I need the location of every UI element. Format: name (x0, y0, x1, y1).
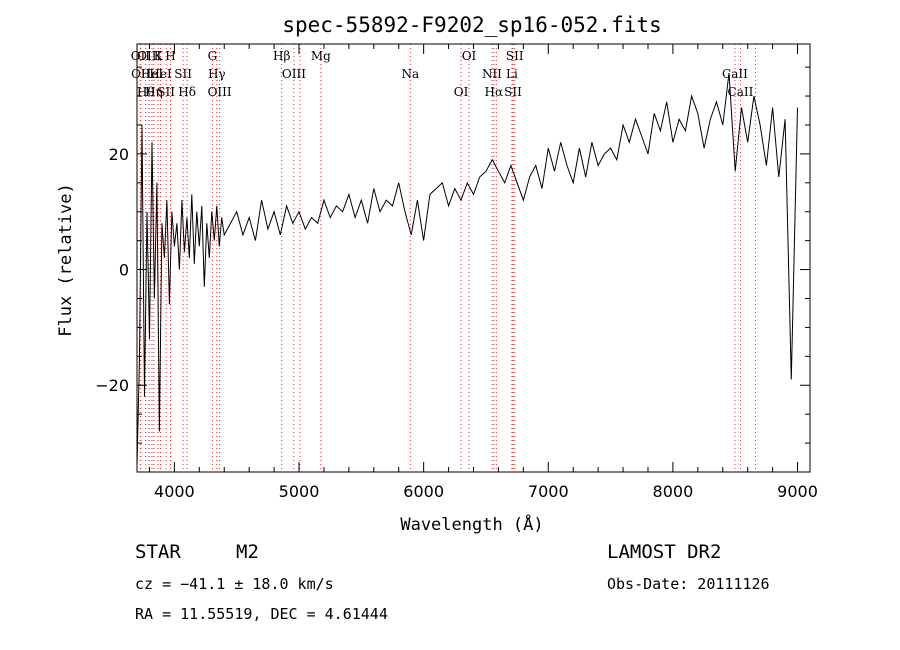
line-marker-label: HeI (149, 67, 172, 81)
line-marker-label: OIII (208, 85, 232, 99)
line-marker-label: Hδ (178, 85, 196, 99)
line-marker-label: CaII (722, 67, 748, 81)
x-tick-label: 9000 (777, 482, 818, 501)
line-marker-label: Hα (485, 85, 504, 99)
line-marker-label: OII (131, 67, 151, 81)
line-marker-label: G (208, 49, 218, 63)
line-marker-label: H (165, 49, 175, 63)
axis-tick-labels: 4000 5000 6000 7000 8000 9000 −20 0 20 (95, 145, 818, 501)
x-tick-label: 6000 (403, 482, 444, 501)
line-marker-label: CaII (728, 85, 754, 99)
line-marker-label: Hη (145, 85, 163, 99)
coordinates: RA = 11.55519, DEC = 4.61444 (135, 605, 388, 623)
axis-ticks (137, 44, 810, 472)
line-marker-label: SII (504, 85, 522, 99)
observation-date: Obs-Date: 20111126 (607, 575, 770, 593)
line-marker-label: Hθ (137, 85, 155, 99)
line-marker-labels: OIIOIIHθOIIIHeIHηKHeISIIHSIIHδGHγOIIIHβO… (131, 49, 754, 99)
x-tick-label: 4000 (154, 482, 195, 501)
survey-name: LAMOST DR2 (607, 541, 722, 563)
y-tick-label: 20 (109, 145, 129, 164)
x-tick-label: 7000 (528, 482, 569, 501)
spectrum-series-line (136, 72, 798, 467)
line-marker-label: Na (401, 67, 419, 81)
line-marker-label: Hβ (273, 49, 290, 63)
subclass: M2 (236, 541, 259, 563)
y-tick-label: −20 (95, 376, 129, 395)
line-marker-label: SII (506, 49, 524, 63)
line-marker-label: NII (482, 67, 502, 81)
line-marker-label: SII (174, 67, 192, 81)
y-axis-label: Flux (relative) (56, 183, 76, 337)
line-marker-label: OI (454, 85, 469, 99)
line-marker-label: K (154, 49, 164, 63)
line-marker-label: OIII (137, 49, 161, 63)
line-marker-label: Hγ (208, 67, 226, 81)
line-marker-label: SII (157, 85, 175, 99)
x-axis-label: Wavelength (Å) (400, 513, 543, 535)
line-marker-label: Mg (311, 49, 331, 63)
line-markers (139, 44, 756, 472)
plot-frame (136, 43, 811, 473)
redshift-velocity: cz = −41.1 ± 18.0 km/s (135, 575, 334, 593)
line-marker-label: Li (506, 67, 518, 81)
chart-title: spec-55892-F9202_sp16-052.fits (282, 13, 661, 37)
x-tick-label: 5000 (279, 482, 320, 501)
line-marker-label: OI (462, 49, 477, 63)
x-tick-label: 8000 (653, 482, 694, 501)
line-marker-label: HeI (141, 67, 164, 81)
object-class: STAR (135, 541, 181, 563)
line-marker-label: OII (131, 49, 151, 63)
y-tick-label: 0 (119, 261, 129, 280)
line-marker-label: OIII (282, 67, 306, 81)
